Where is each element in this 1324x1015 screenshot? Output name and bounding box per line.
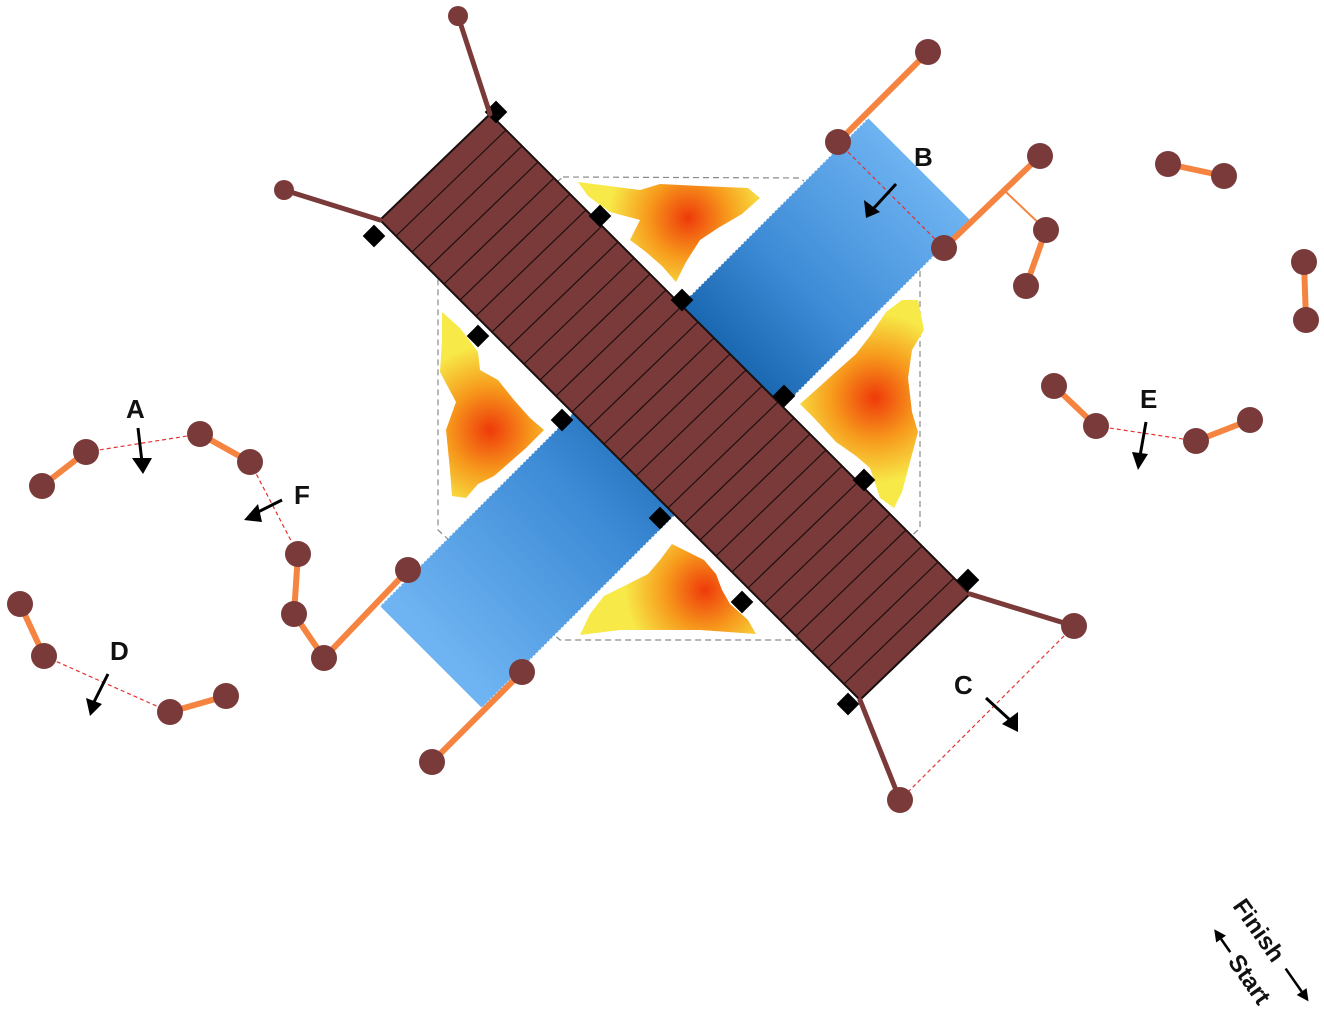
joint-node	[887, 787, 913, 813]
hatch-line	[395, 129, 507, 237]
joint-node	[1033, 217, 1059, 243]
joint-node	[237, 449, 263, 475]
hatch-line	[571, 305, 683, 413]
joint-node	[1027, 143, 1053, 169]
label-e: E	[1140, 384, 1157, 414]
black-marker	[550, 408, 574, 432]
hatch-line	[827, 561, 939, 669]
joint-node-small	[448, 6, 468, 26]
heat-plume-bottom	[580, 544, 756, 635]
joint-node	[7, 591, 33, 617]
hatch-line	[795, 529, 907, 637]
hatch-line	[667, 401, 779, 509]
black-marker	[956, 568, 980, 592]
joint-node	[1293, 307, 1319, 333]
hatch-line	[587, 321, 699, 429]
joint-node	[931, 235, 957, 261]
direction-legend: Finish Start	[1214, 894, 1309, 1010]
joint-node	[311, 645, 337, 671]
joint-node	[1083, 413, 1109, 439]
heat-plume-right	[800, 300, 924, 508]
joint-nodes	[7, 6, 1319, 813]
joint-node	[213, 683, 239, 709]
hatch-line	[555, 289, 667, 397]
label-d: D	[110, 636, 129, 666]
hatch-line	[843, 577, 955, 685]
hatch-line	[619, 353, 731, 461]
black-marker	[730, 590, 754, 614]
joint-node	[825, 129, 851, 155]
hatch-line	[747, 481, 859, 589]
joint-node-small	[274, 180, 294, 200]
hatch-line	[763, 497, 875, 605]
hatch-line	[683, 417, 795, 525]
hatch-line	[635, 369, 747, 477]
joint-node	[419, 749, 445, 775]
hatch-line	[715, 449, 827, 557]
hatch-line	[699, 433, 811, 541]
joint-node	[1183, 428, 1209, 454]
brown-legs	[281, 13, 1077, 803]
hatch-line	[475, 209, 587, 317]
label-b: B	[914, 142, 933, 172]
label-f: F	[294, 480, 310, 510]
hatch-line	[603, 337, 715, 445]
heat-plume-top	[578, 182, 760, 282]
hatch-line	[811, 545, 923, 653]
label-a: A	[126, 394, 145, 424]
joint-node	[509, 659, 535, 685]
hatch-line	[651, 385, 763, 493]
brown-bar-hatching	[395, 129, 955, 685]
black-marker	[484, 100, 508, 124]
joint-node	[281, 601, 307, 627]
joint-node	[1291, 249, 1317, 275]
joint-node	[29, 473, 55, 499]
hatch-line	[779, 513, 891, 621]
joint-node	[915, 39, 941, 65]
black-marker	[772, 384, 796, 408]
joint-node	[285, 541, 311, 567]
joint-node	[1211, 163, 1237, 189]
black-markers	[362, 100, 980, 716]
black-marker	[836, 692, 860, 716]
brown-bar	[378, 112, 972, 702]
joint-node	[73, 439, 99, 465]
hatch-line	[539, 273, 651, 381]
heat-plume-left	[440, 312, 544, 498]
hatch-line	[523, 257, 635, 365]
hatch-line	[491, 225, 603, 333]
hatch-line	[731, 465, 843, 573]
joint-node	[187, 421, 213, 447]
label-c: C	[954, 670, 973, 700]
hatch-line	[443, 177, 555, 285]
joint-node	[1041, 373, 1067, 399]
black-marker	[852, 468, 876, 492]
black-marker	[648, 506, 672, 530]
black-marker	[670, 288, 694, 312]
hatch-line	[507, 241, 619, 349]
joint-node	[1155, 151, 1181, 177]
hatch-line	[411, 145, 523, 253]
joint-node	[1061, 613, 1087, 639]
direction-arrows	[86, 182, 1148, 732]
joint-node	[31, 643, 57, 669]
black-marker	[466, 324, 490, 348]
joint-node	[395, 557, 421, 583]
joint-node	[1013, 273, 1039, 299]
black-marker	[362, 224, 386, 248]
hatch-line	[459, 193, 571, 301]
hatch-line	[427, 161, 539, 269]
joint-node	[1237, 407, 1263, 433]
dashed-guides	[43, 141, 1197, 801]
joint-node	[157, 699, 183, 725]
